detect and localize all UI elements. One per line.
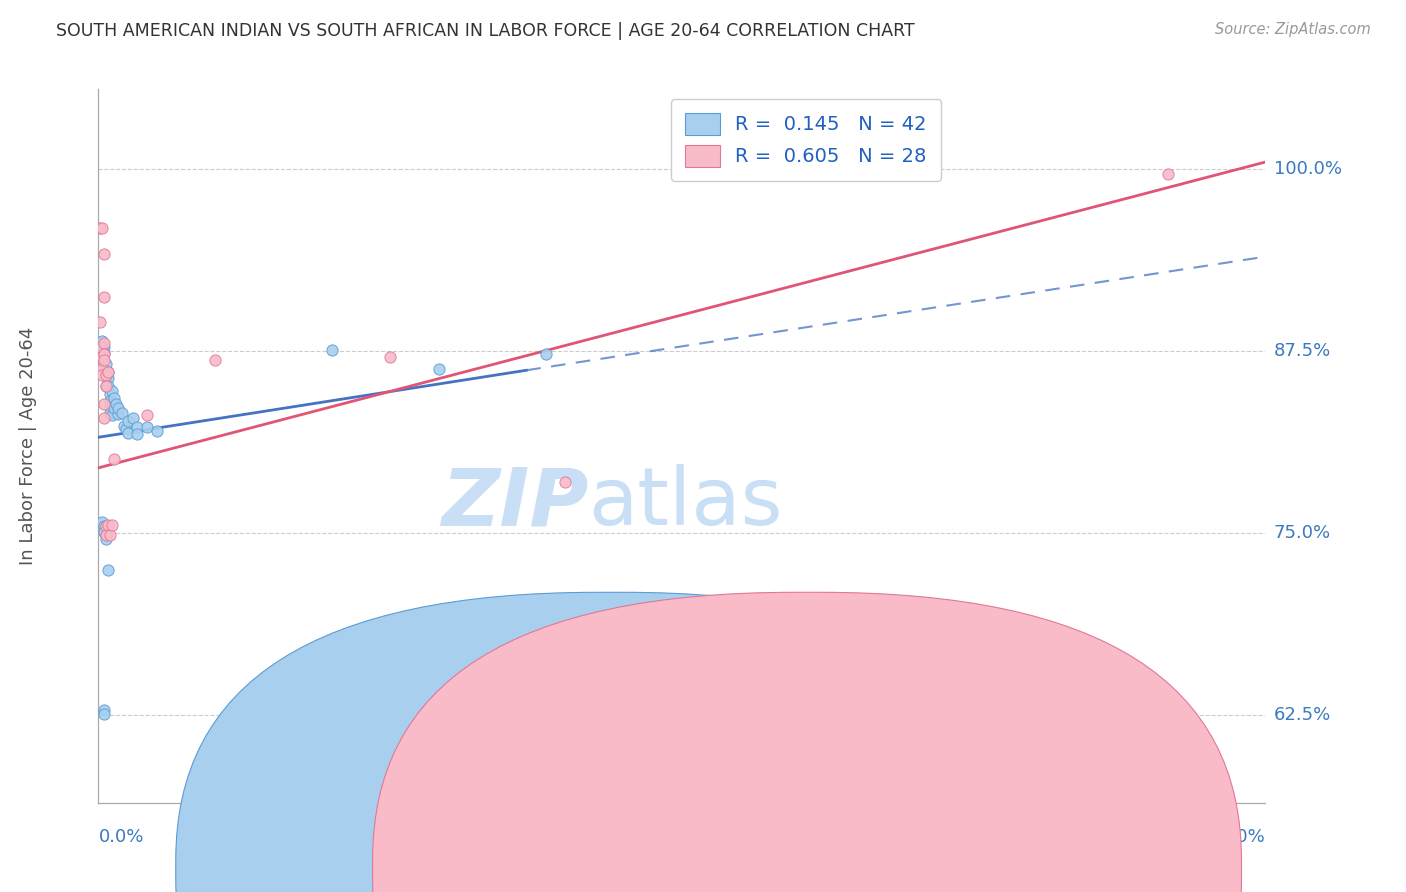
Point [117, 414, 139, 428]
Point [97, 563, 120, 577]
Point [97, 365, 120, 379]
Legend: R =  0.145   N = 42, R =  0.605   N = 28: R = 0.145 N = 42, R = 0.605 N = 28 [671, 99, 941, 181]
Text: South American Indians: South American Indians [576, 861, 773, 879]
Point [112, 418, 135, 433]
Point [350, 720, 373, 734]
Point [91, 220, 114, 235]
Point [101, 397, 124, 411]
Point [96, 519, 118, 533]
Point [243, 711, 266, 725]
Text: 60.0%: 60.0% [1209, 828, 1265, 846]
Text: 75.0%: 75.0% [1274, 524, 1331, 542]
Point [97, 379, 120, 393]
Point [96, 528, 118, 542]
Text: SOUTH AMERICAN INDIAN VS SOUTH AFRICAN IN LABOR FORCE | AGE 20-64 CORRELATION CH: SOUTH AMERICAN INDIAN VS SOUTH AFRICAN I… [56, 22, 915, 40]
Point [1157, 167, 1180, 181]
Point [98, 400, 121, 414]
Point [104, 397, 127, 411]
Point [136, 409, 159, 423]
Text: South Africans: South Africans [811, 861, 932, 879]
Point [96, 368, 118, 382]
Point [98, 393, 121, 408]
Point [96, 358, 118, 372]
Point [89, 315, 111, 329]
Point [91, 350, 114, 364]
Point [96, 379, 118, 393]
Point [91, 368, 114, 382]
Point [96, 532, 118, 546]
Point [91, 334, 114, 348]
Point [93, 335, 115, 350]
Point [89, 340, 111, 354]
Point [89, 343, 111, 357]
Point [91, 515, 114, 529]
Point [93, 340, 115, 354]
Point [98, 528, 121, 542]
Point [93, 397, 115, 411]
Point [93, 346, 115, 360]
Point [96, 528, 118, 542]
Point [111, 405, 134, 419]
Point [91, 361, 114, 376]
Point [554, 475, 576, 490]
Point [97, 365, 120, 379]
Point [107, 401, 129, 416]
Point [122, 411, 145, 425]
Point [93, 524, 115, 539]
Text: 100.0%: 100.0% [1274, 161, 1341, 178]
Point [136, 420, 159, 434]
Point [204, 353, 226, 368]
Point [96, 379, 118, 393]
Point [93, 353, 115, 368]
Point [93, 411, 115, 425]
Point [127, 420, 149, 434]
Point [97, 517, 120, 532]
Text: In Labor Force | Age 20-64: In Labor Force | Age 20-64 [20, 326, 37, 566]
Point [101, 409, 124, 423]
Point [93, 347, 115, 361]
Point [146, 425, 169, 439]
Point [101, 517, 124, 532]
Text: 87.5%: 87.5% [1274, 343, 1331, 360]
Point [97, 370, 120, 384]
Point [127, 427, 149, 442]
Point [114, 421, 136, 435]
Point [93, 246, 115, 260]
Point [98, 405, 121, 419]
Point [103, 452, 125, 467]
Point [427, 361, 450, 376]
Point [93, 706, 115, 721]
Point [89, 220, 111, 235]
Point [107, 407, 129, 421]
Point [96, 368, 118, 382]
Point [103, 391, 125, 405]
Text: 62.5%: 62.5% [1274, 706, 1331, 724]
Point [93, 361, 115, 376]
Point [93, 703, 115, 717]
Point [101, 384, 124, 398]
Point [93, 519, 115, 533]
Point [321, 343, 343, 357]
Point [98, 386, 121, 401]
Text: Source: ZipAtlas.com: Source: ZipAtlas.com [1215, 22, 1371, 37]
Text: ZIP: ZIP [441, 464, 589, 542]
Point [93, 290, 115, 304]
Point [117, 425, 139, 440]
Point [378, 350, 402, 364]
Point [103, 401, 125, 416]
Point [534, 347, 557, 361]
Text: 0.0%: 0.0% [98, 828, 143, 846]
Text: atlas: atlas [589, 464, 783, 542]
